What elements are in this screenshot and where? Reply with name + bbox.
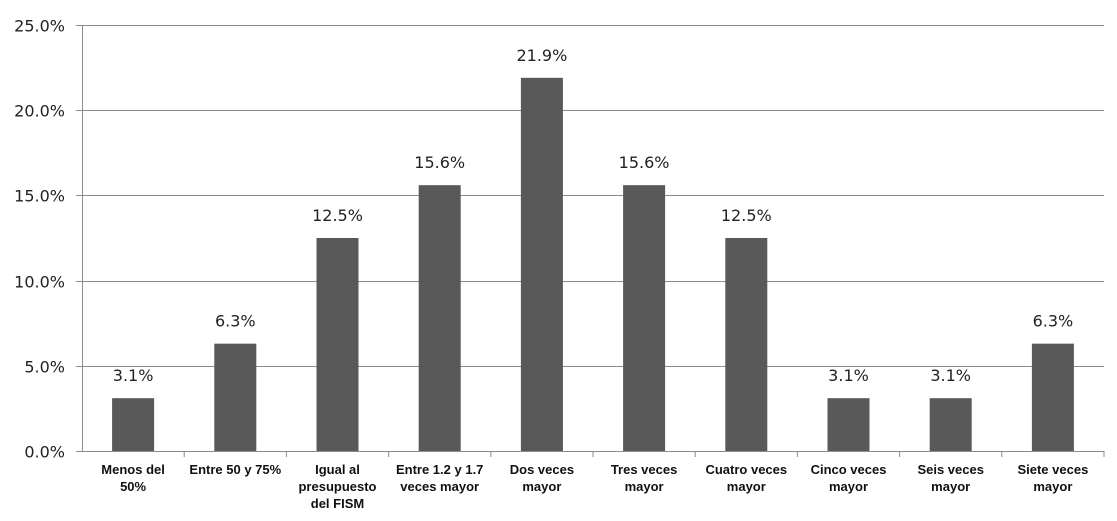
- y-tick-label: 20.0%: [14, 102, 65, 121]
- x-axis-labels: Menos del 50% Entre 50 y 75% Igual al presup…: [82, 451, 1105, 511]
- data-label: 3.1%: [113, 366, 154, 385]
- data-label: 12.5%: [721, 206, 772, 225]
- x-tick-label-line: veces mayor: [400, 479, 479, 494]
- y-tick-label: 5.0%: [24, 358, 65, 377]
- x-tick-label-line: mayor: [931, 479, 970, 494]
- x-tick-label-line: mayor: [829, 479, 868, 494]
- x-tick-label-line: Siete veces: [1017, 462, 1088, 477]
- x-tick-label: Menos del 50%: [101, 462, 165, 494]
- x-tick-label: Entre 50 y 75%: [189, 462, 281, 477]
- x-tick-label-line: Entre 1.2 y 1.7: [396, 462, 483, 477]
- data-label: 6.3%: [215, 312, 256, 331]
- x-tick-label-line: mayor: [1033, 479, 1072, 494]
- data-label: 15.6%: [619, 153, 670, 172]
- x-tick-label: Cinco veces mayor: [811, 462, 887, 494]
- bar: [827, 398, 870, 451]
- x-tick-label-line: 50%: [120, 479, 146, 494]
- x-tick-label: Seis veces mayor: [917, 462, 984, 494]
- x-tick-label-line: Igual al: [315, 462, 360, 477]
- y-tick-label: 15.0%: [14, 187, 65, 206]
- bar: [725, 238, 768, 451]
- bar: [929, 398, 972, 451]
- x-tick-label: Entre 1.2 y 1.7 veces mayor: [396, 462, 483, 494]
- x-tick-label-line: del FISM: [311, 496, 364, 511]
- x-tick-label-line: Seis veces: [917, 462, 984, 477]
- x-tick-label-line: Tres veces: [611, 462, 678, 477]
- data-label: 12.5%: [312, 206, 363, 225]
- bar: [520, 77, 563, 451]
- data-label: 21.9%: [516, 46, 567, 65]
- bars: [112, 77, 1074, 451]
- data-label: 3.1%: [930, 366, 971, 385]
- y-tick-label: 10.0%: [14, 273, 65, 292]
- x-tick-label: Siete veces mayor: [1017, 462, 1088, 494]
- x-tick-label-line: Entre 50 y 75%: [189, 462, 281, 477]
- x-tick-label-line: mayor: [522, 479, 561, 494]
- x-tick-label: Cuatro veces mayor: [705, 462, 787, 494]
- bar: [1031, 343, 1074, 451]
- data-labels: 3.1% 6.3% 12.5% 15.6% 21.9% 15.6% 12.5% 3.1% 3.1…: [113, 46, 1073, 385]
- bar: [418, 185, 461, 451]
- data-label: 3.1%: [828, 366, 869, 385]
- x-tick-label-line: Dos veces: [510, 462, 574, 477]
- x-tick-label-line: Cinco veces: [811, 462, 887, 477]
- x-tick-label-line: Cuatro veces: [705, 462, 787, 477]
- data-label: 6.3%: [1033, 312, 1074, 331]
- bar: [214, 343, 257, 451]
- x-tick-label-line: mayor: [625, 479, 664, 494]
- x-tick-label: Igual al presupuesto del FISM: [298, 462, 376, 511]
- y-axis: 0.0% 5.0% 10.0% 15.0% 20.0% 25.0%: [14, 17, 83, 462]
- x-tick-label-line: Menos del: [101, 462, 165, 477]
- y-tick-label: 0.0%: [24, 443, 65, 462]
- x-tick-label-line: presupuesto: [298, 479, 376, 494]
- y-tick-label: 25.0%: [14, 17, 65, 36]
- bar: [623, 185, 666, 451]
- data-label: 15.6%: [414, 153, 465, 172]
- bar: [316, 238, 359, 451]
- x-tick-label-line: mayor: [727, 479, 766, 494]
- x-tick-label: Tres veces mayor: [611, 462, 678, 494]
- bar: [112, 398, 155, 451]
- x-tick-label: Dos veces mayor: [510, 462, 574, 494]
